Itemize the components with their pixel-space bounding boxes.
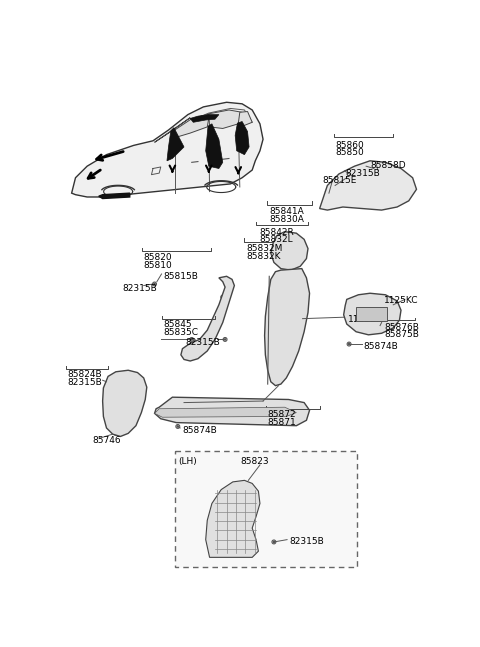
Text: 85876B: 85876B [384,322,419,331]
Text: 85845: 85845 [163,320,192,329]
Text: 85815E: 85815E [322,176,356,185]
Polygon shape [209,110,242,129]
Circle shape [177,426,179,427]
Polygon shape [155,118,190,142]
Circle shape [203,340,204,342]
Polygon shape [271,232,308,270]
Polygon shape [235,122,249,155]
Circle shape [301,318,302,319]
Text: 85872: 85872 [268,410,296,419]
Circle shape [191,339,192,340]
Text: 85824B: 85824B [68,370,102,379]
Text: 85832M: 85832M [246,244,282,253]
Polygon shape [72,102,263,197]
Text: 85810: 85810 [144,261,172,270]
Text: 85850: 85850 [335,148,364,157]
Text: 85858D: 85858D [370,161,406,170]
Text: 85820: 85820 [144,253,172,262]
Text: 85875B: 85875B [384,330,419,339]
Polygon shape [206,124,223,168]
Text: 85874B: 85874B [182,426,217,435]
Text: 82315B: 82315B [345,168,380,177]
Circle shape [225,339,226,340]
Circle shape [348,344,350,345]
Text: 82315B: 82315B [68,378,103,387]
Circle shape [350,173,351,175]
Polygon shape [190,115,219,122]
Text: 85746: 85746 [93,435,121,444]
Text: 85871: 85871 [268,418,297,427]
Text: 82315B: 82315B [289,537,324,546]
Polygon shape [320,161,417,210]
Circle shape [288,413,289,414]
Circle shape [298,263,300,265]
Polygon shape [175,114,210,138]
Text: 85874B: 85874B [364,342,398,351]
Circle shape [288,237,289,238]
Polygon shape [181,276,234,361]
Text: 1125KC: 1125KC [384,296,419,305]
Text: (LH): (LH) [179,457,197,466]
Polygon shape [99,193,130,199]
Circle shape [393,304,394,305]
Circle shape [288,316,289,317]
Polygon shape [103,370,147,437]
Text: 82315B: 82315B [122,284,157,293]
Polygon shape [206,480,260,557]
Circle shape [276,381,277,382]
Text: 85823: 85823 [240,457,269,466]
Circle shape [190,357,191,358]
Text: 85841A: 85841A [269,207,304,216]
Text: 82315B: 82315B [186,338,220,347]
Circle shape [377,168,378,169]
Polygon shape [155,407,296,417]
Circle shape [172,418,173,419]
Text: 85842R: 85842R [259,228,294,237]
Circle shape [348,314,350,316]
Bar [356,307,387,321]
Circle shape [281,279,282,280]
Circle shape [327,191,328,192]
Text: 85860: 85860 [335,141,364,149]
Text: 85835C: 85835C [163,328,198,337]
Polygon shape [155,397,310,426]
Circle shape [222,296,223,298]
Circle shape [327,204,328,205]
Circle shape [228,280,229,281]
Circle shape [249,416,251,417]
Text: 85830A: 85830A [269,215,304,224]
Polygon shape [344,293,401,334]
FancyBboxPatch shape [175,451,357,567]
Circle shape [108,391,109,393]
Circle shape [280,356,281,357]
Circle shape [154,283,155,285]
Text: 85832K: 85832K [246,252,280,261]
Text: 85815B: 85815B [163,272,198,281]
Polygon shape [264,269,310,386]
Text: 1125DA: 1125DA [348,315,384,324]
Polygon shape [238,111,252,126]
Polygon shape [167,127,184,161]
Circle shape [273,542,275,543]
Text: 85832L: 85832L [259,236,293,245]
Circle shape [297,248,299,249]
Circle shape [115,433,117,434]
